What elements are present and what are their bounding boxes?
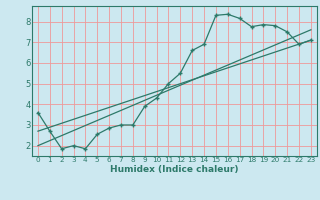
- X-axis label: Humidex (Indice chaleur): Humidex (Indice chaleur): [110, 165, 239, 174]
